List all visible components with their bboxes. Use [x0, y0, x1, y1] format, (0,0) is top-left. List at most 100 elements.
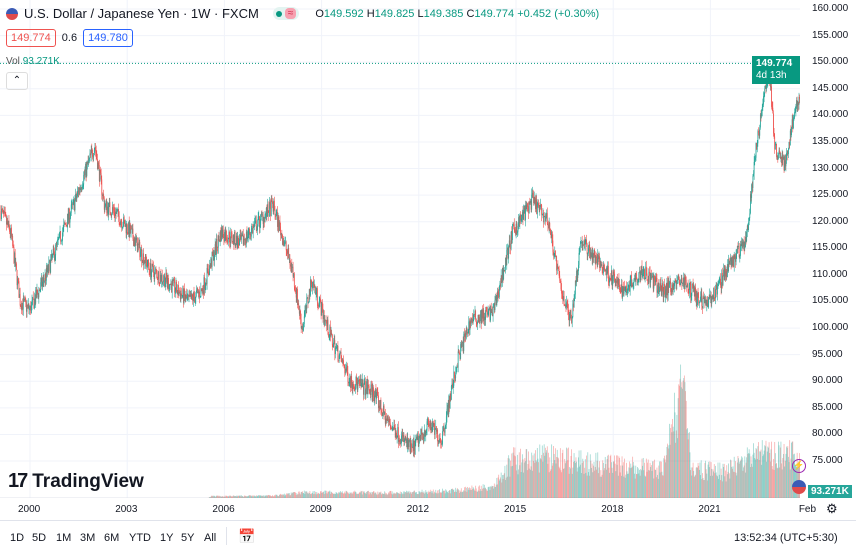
candle-body — [326, 320, 327, 321]
candle-body — [146, 254, 147, 260]
candle-body — [521, 219, 522, 221]
timeframe-1m[interactable]: 1M — [56, 532, 71, 544]
bar-countdown: 4d 13h — [756, 70, 796, 82]
timeframe-ytd[interactable]: YTD — [129, 532, 151, 544]
lightning-icon[interactable]: ⚡ — [792, 459, 806, 473]
candle-body — [305, 311, 306, 316]
candle-body — [202, 288, 203, 291]
candle-body — [645, 278, 646, 280]
timeframe-all[interactable]: All — [204, 532, 216, 544]
collapse-legend-button[interactable]: ⌃ — [6, 72, 28, 90]
candle-body — [308, 302, 309, 303]
candle-body — [5, 213, 6, 215]
candle-body — [620, 290, 621, 292]
candle-body — [686, 287, 687, 288]
candle-body — [175, 291, 176, 293]
candle-body — [664, 284, 665, 289]
candle-body — [778, 158, 779, 159]
candle-body — [488, 311, 489, 314]
candle-body — [771, 87, 772, 107]
candle-body — [303, 324, 304, 326]
candle-body — [764, 93, 765, 96]
candle-body — [127, 225, 128, 233]
candle-body — [131, 229, 132, 233]
candle-body — [760, 115, 761, 128]
candle-body — [357, 382, 358, 390]
timeframe-3m[interactable]: 3M — [80, 532, 95, 544]
candle-body — [9, 226, 10, 231]
candle-body — [197, 289, 198, 291]
candle-body — [755, 158, 756, 160]
time-tick: 2021 — [698, 504, 720, 515]
candle-body — [392, 429, 393, 430]
candle-body — [677, 280, 678, 281]
candle-body — [746, 232, 747, 242]
flag-icon[interactable] — [792, 480, 806, 494]
timeframe-5y[interactable]: 5Y — [181, 532, 194, 544]
candle-body — [371, 384, 372, 385]
buy-button[interactable]: 149.780 — [83, 29, 133, 47]
candle-body — [523, 210, 524, 220]
candle-body — [260, 215, 261, 225]
candle-body — [344, 365, 345, 368]
volume-price-label: 93.271K — [808, 485, 852, 498]
symbol-title[interactable]: U.S. Dollar / Japanese Yen · 1W · FXCM — [24, 6, 259, 21]
candle-body — [627, 288, 628, 291]
timeframe-1y[interactable]: 1Y — [160, 532, 173, 544]
candle-body — [495, 300, 496, 310]
candle-body — [65, 224, 66, 225]
candle-body — [207, 268, 208, 269]
candle-body — [105, 204, 106, 207]
candle-body — [555, 251, 556, 257]
price-tick: 105.000 — [812, 295, 848, 306]
timeframe-6m[interactable]: 6M — [104, 532, 119, 544]
timeframe-1d[interactable]: 1D — [10, 532, 24, 544]
candle-body — [256, 221, 257, 231]
settings-icon[interactable]: ⚙ — [826, 501, 838, 517]
candle-body — [265, 214, 266, 222]
price-chart[interactable] — [0, 0, 800, 498]
candle-body — [217, 239, 218, 247]
candle-body — [110, 212, 111, 215]
clock[interactable]: 13:52:34 (UTC+5:30) — [734, 532, 838, 544]
candle-body — [574, 295, 575, 299]
timeframe-5d[interactable]: 5D — [32, 532, 46, 544]
candle-body — [404, 439, 405, 441]
candle-body — [534, 197, 535, 198]
candle-body — [101, 179, 102, 194]
sell-button[interactable]: 149.774 — [6, 29, 56, 47]
candle-body — [795, 109, 796, 112]
candle-body — [294, 274, 295, 287]
candle-body — [717, 286, 718, 294]
candle-body — [336, 347, 337, 348]
candle-body — [700, 300, 701, 302]
candle-body — [533, 193, 534, 197]
spread: 0.6 — [62, 32, 77, 44]
time-tick: Feb — [799, 504, 816, 515]
candle-body — [341, 352, 342, 358]
symbol-header: U.S. Dollar / Japanese Yen · 1W · FXCM ≈… — [6, 6, 599, 21]
candle-body — [499, 286, 500, 297]
candle-body — [347, 372, 348, 381]
candle-body — [269, 202, 270, 216]
time-tick: 2003 — [115, 504, 137, 515]
candle-body — [303, 326, 304, 330]
candle-body — [776, 144, 777, 157]
candle-body — [549, 223, 550, 229]
candle-body — [690, 282, 691, 298]
candle-body — [739, 246, 740, 257]
candle-body — [331, 333, 332, 335]
candle-body — [714, 298, 715, 299]
candle-body — [791, 127, 792, 135]
candle-body — [786, 153, 787, 160]
candle-body — [527, 204, 528, 206]
date-range-calendar-icon[interactable]: 📅 — [238, 528, 255, 545]
candle-body — [647, 279, 648, 280]
candle-body — [718, 283, 719, 287]
market-status[interactable]: ≈ — [273, 7, 300, 20]
candle-body — [96, 151, 97, 154]
candle-body — [2, 209, 3, 210]
candle-body — [317, 288, 318, 303]
candle-body — [427, 421, 428, 429]
